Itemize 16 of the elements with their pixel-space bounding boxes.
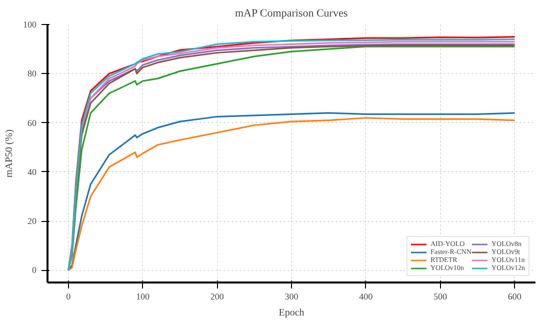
x-tick-label: 400 xyxy=(359,292,374,302)
y-tick-label: 60 xyxy=(28,118,37,128)
x-tick-label: 300 xyxy=(284,292,299,302)
x-tick-label: 0 xyxy=(66,292,72,302)
x-axis-title: Epoch xyxy=(278,308,304,318)
x-tick-label: 200 xyxy=(210,292,224,302)
chart-title: mAP Comparison Curves xyxy=(234,8,348,20)
y-axis-title: mAP50 (%) xyxy=(4,129,15,178)
y-tick-label: 80 xyxy=(28,68,37,79)
x-tick-label: 100 xyxy=(136,292,150,302)
y-tick-label: 20 xyxy=(28,216,37,226)
y-tick-label: 40 xyxy=(28,166,37,177)
y-tick-label: 0 xyxy=(32,265,37,276)
x-tick-label: 500 xyxy=(434,292,448,302)
x-tick-label: 600 xyxy=(508,292,522,302)
y-tick-label: 100 xyxy=(23,20,37,30)
